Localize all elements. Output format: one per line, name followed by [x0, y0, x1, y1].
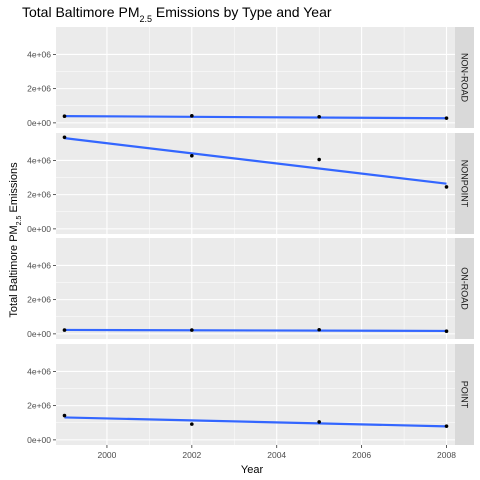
x-axis-title: Year	[241, 464, 264, 476]
panel-background	[56, 344, 455, 445]
y-tick-label: 2e+06	[27, 84, 51, 94]
chart-title: Total Baltimore PM2.5 Emissions by Type …	[22, 4, 332, 24]
x-axis: 2000 2002 2004 2006 2008	[97, 445, 456, 460]
trend-line	[64, 137, 447, 185]
x-tick-label: 2002	[182, 450, 201, 460]
panel-background	[56, 238, 455, 339]
facet-strip-label: NONPOINT	[460, 160, 470, 208]
facet-strip-label: ON-ROAD	[460, 267, 470, 310]
facet-strip-label: NON-ROAD	[460, 53, 470, 102]
trend-line	[64, 328, 447, 333]
data-point	[190, 422, 194, 426]
panel-background	[56, 27, 455, 128]
facet-panels: 0e+00 2e+06 4e+06 NON-ROAD 0e+00 2e+06 4e+06 NO…	[27, 27, 474, 445]
data-point	[317, 157, 321, 162]
y-tick-label: 0e+00	[27, 329, 51, 339]
data-point	[317, 114, 321, 119]
x-tick-label: 2004	[267, 450, 286, 460]
trend-line	[64, 115, 447, 120]
facet-panel-non-road: 0e+00 2e+06 4e+06 NON-ROAD	[27, 27, 474, 128]
data-point	[190, 328, 194, 332]
data-point	[317, 327, 321, 332]
data-point	[62, 135, 67, 140]
facet-strip	[455, 133, 474, 234]
data-point	[444, 424, 449, 428]
y-axis-title: Total Baltimore PM2.5 Emissions	[8, 162, 23, 318]
data-point	[190, 153, 194, 158]
y-tick-label: 4e+06	[27, 49, 51, 59]
facet-strip	[455, 27, 474, 128]
data-point	[444, 329, 449, 334]
y-tick-label: 4e+06	[27, 366, 51, 376]
y-tick-label: 4e+06	[27, 155, 51, 165]
data-point	[317, 420, 321, 424]
data-point	[190, 114, 194, 118]
facet-strip	[455, 344, 474, 445]
data-point	[444, 185, 449, 189]
data-point	[444, 116, 449, 120]
data-point	[62, 328, 67, 332]
facet-strip-label: POINT	[460, 381, 470, 409]
facet-panel-point: 0e+00 2e+06 4e+06 POINT	[27, 344, 474, 445]
y-tick-label: 2e+06	[27, 190, 51, 200]
trend-line	[64, 416, 447, 428]
data-point	[62, 413, 67, 418]
y-tick-label: 4e+06	[27, 260, 51, 270]
data-point	[62, 114, 67, 118]
x-tick-label: 2006	[352, 450, 371, 460]
x-tick-label: 2000	[97, 450, 116, 460]
facet-panel-nonpoint: 0e+00 2e+06 4e+06 NONPOINT	[27, 133, 474, 234]
y-tick-label: 2e+06	[27, 295, 51, 305]
y-tick-label: 0e+00	[27, 224, 51, 234]
facet-panel-on-road: 0e+00 2e+06 4e+06 ON-ROAD	[27, 238, 474, 339]
x-tick-label: 2008	[437, 450, 456, 460]
y-tick-label: 0e+00	[27, 118, 51, 128]
y-tick-label: 2e+06	[27, 401, 51, 411]
y-tick-label: 0e+00	[27, 435, 51, 445]
panel-background	[56, 133, 455, 234]
facet-strip	[455, 238, 474, 339]
